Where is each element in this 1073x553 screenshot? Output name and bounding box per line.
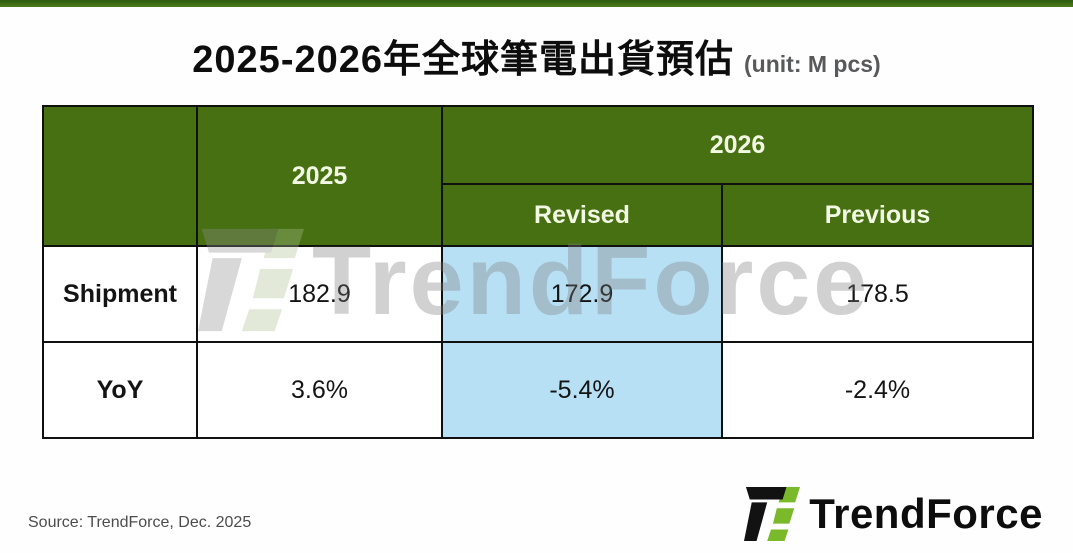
trendforce-logo-icon <box>744 486 801 542</box>
yoy-2025-value: 3.6% <box>198 343 441 437</box>
header-2025: 2025 <box>198 107 441 245</box>
shipment-2025-value: 182.9 <box>198 247 441 341</box>
yoy-2026-previous-value: -2.4% <box>723 343 1032 437</box>
title-unit-label: (unit: M pcs) <box>744 51 881 77</box>
title-text: 2025-2026年全球筆電出貨預估 <box>192 39 735 81</box>
trendforce-logo: TrendForce <box>744 486 1043 542</box>
row-label-yoy: YoY <box>44 343 196 437</box>
top-accent-bar <box>0 0 1073 7</box>
shipment-2026-revised-value: 172.9 <box>443 247 721 341</box>
shipment-2026-previous-value: 178.5 <box>723 247 1032 341</box>
header-2026-revised: Revised <box>443 185 721 245</box>
yoy-2026-revised-value: -5.4% <box>443 343 721 437</box>
header-2026-previous: Previous <box>723 185 1032 245</box>
header-corner-cell <box>44 107 196 245</box>
row-label-shipment: Shipment <box>44 247 196 341</box>
forecast-table: 2025 2026 Revised Previous Shipment 182.… <box>42 105 1034 439</box>
header-2026: 2026 <box>443 107 1032 183</box>
source-note: Source: TrendForce, Dec. 2025 <box>28 514 252 531</box>
logo-text: TrendForce <box>809 490 1043 537</box>
page-title: 2025-2026年全球筆電出貨預估 (unit: M pcs) <box>0 28 1073 83</box>
